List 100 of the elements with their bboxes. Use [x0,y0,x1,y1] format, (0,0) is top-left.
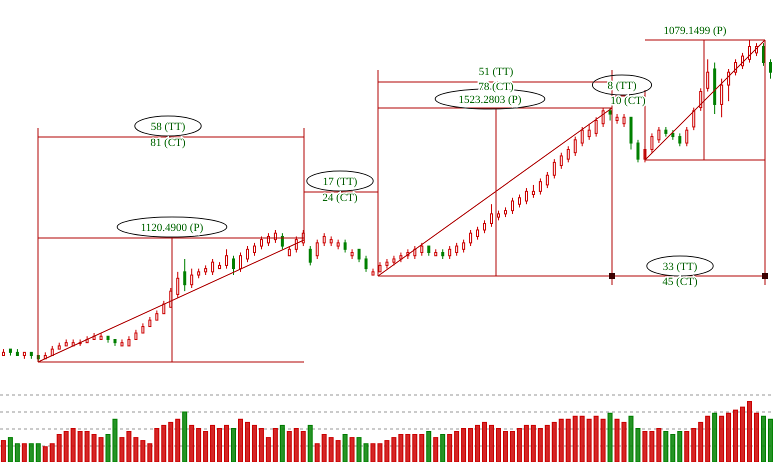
bar [635,428,640,462]
candlestick [574,136,577,156]
bar [252,424,257,462]
bar [363,443,368,462]
bar [84,431,90,462]
candlestick [266,232,270,247]
candlestick [538,178,542,196]
bar [196,428,202,462]
bar [224,424,230,462]
bar [712,412,718,462]
bar [677,431,682,462]
candlestick [532,184,535,198]
bar [112,418,118,462]
bar [768,418,773,462]
bar [747,401,752,462]
bar [175,418,180,462]
bar [384,440,390,462]
bar [530,424,536,462]
text: 1079.1499 (P) [664,25,727,37]
candlestick [699,88,702,112]
bar [322,434,327,462]
candlestick [602,107,605,128]
candlestick [358,248,361,263]
candlestick [504,206,507,218]
bar [377,443,382,462]
candlestick [252,242,256,256]
candlestick [364,255,368,272]
bar [754,412,759,462]
bar [70,428,76,462]
bar [454,431,460,462]
bar [698,422,704,462]
candlestick [748,40,752,64]
annotation: 45 (CT) [662,276,698,288]
bar [0,440,6,462]
candlestick [685,126,688,147]
candlestick [608,107,612,121]
bar [524,424,529,462]
candlestick [155,310,158,321]
candlestick [176,271,180,298]
bar [238,418,243,462]
bar [475,424,480,462]
bar [440,434,446,462]
candlestick [330,236,333,247]
bar [621,422,626,462]
candlestick [706,58,710,92]
bar [705,416,710,462]
candlestick [636,139,640,163]
bar [670,434,676,462]
bar [217,428,222,462]
bar [608,412,613,462]
bar [468,428,474,462]
bar [600,418,606,462]
candlestick [692,107,696,131]
bar [272,428,278,462]
candlestick [560,152,563,170]
candlestick [399,252,402,263]
bar [684,431,690,462]
bar [42,446,48,462]
candlestick [671,130,674,140]
candlestick [148,316,152,328]
candlestick [720,78,724,118]
bar [50,443,55,462]
candlestick [678,132,682,147]
bar [336,440,341,462]
candlestick [469,229,472,247]
bar [594,416,599,462]
annotation: 1523.2803 (P) [458,94,522,106]
candlestick [204,264,208,276]
bar [419,434,424,462]
bar [412,434,418,462]
bar [572,416,578,462]
bar [740,406,746,462]
bar [489,424,494,462]
bar [760,416,766,462]
candlestick [594,116,598,138]
bar [154,428,160,462]
bar [28,443,34,462]
bar [258,428,264,462]
candlestick [476,226,480,240]
bar [614,418,620,462]
candlestick [134,329,138,340]
bar [92,434,97,462]
candlestick [211,258,214,276]
bar [691,428,696,462]
candlestick [580,126,584,147]
bar [356,437,362,462]
bar [210,424,216,462]
candlestick [344,239,347,254]
candlestick [385,258,388,270]
bar [56,434,62,462]
candlestick [260,236,263,250]
bar [733,410,738,462]
candlestick [162,300,166,314]
bar [14,443,20,462]
bar [140,440,146,462]
bar [126,431,132,462]
bar [516,428,522,462]
annotation: 81 (CT) [150,137,186,149]
candlestick [622,114,626,128]
candlestick [274,229,277,244]
